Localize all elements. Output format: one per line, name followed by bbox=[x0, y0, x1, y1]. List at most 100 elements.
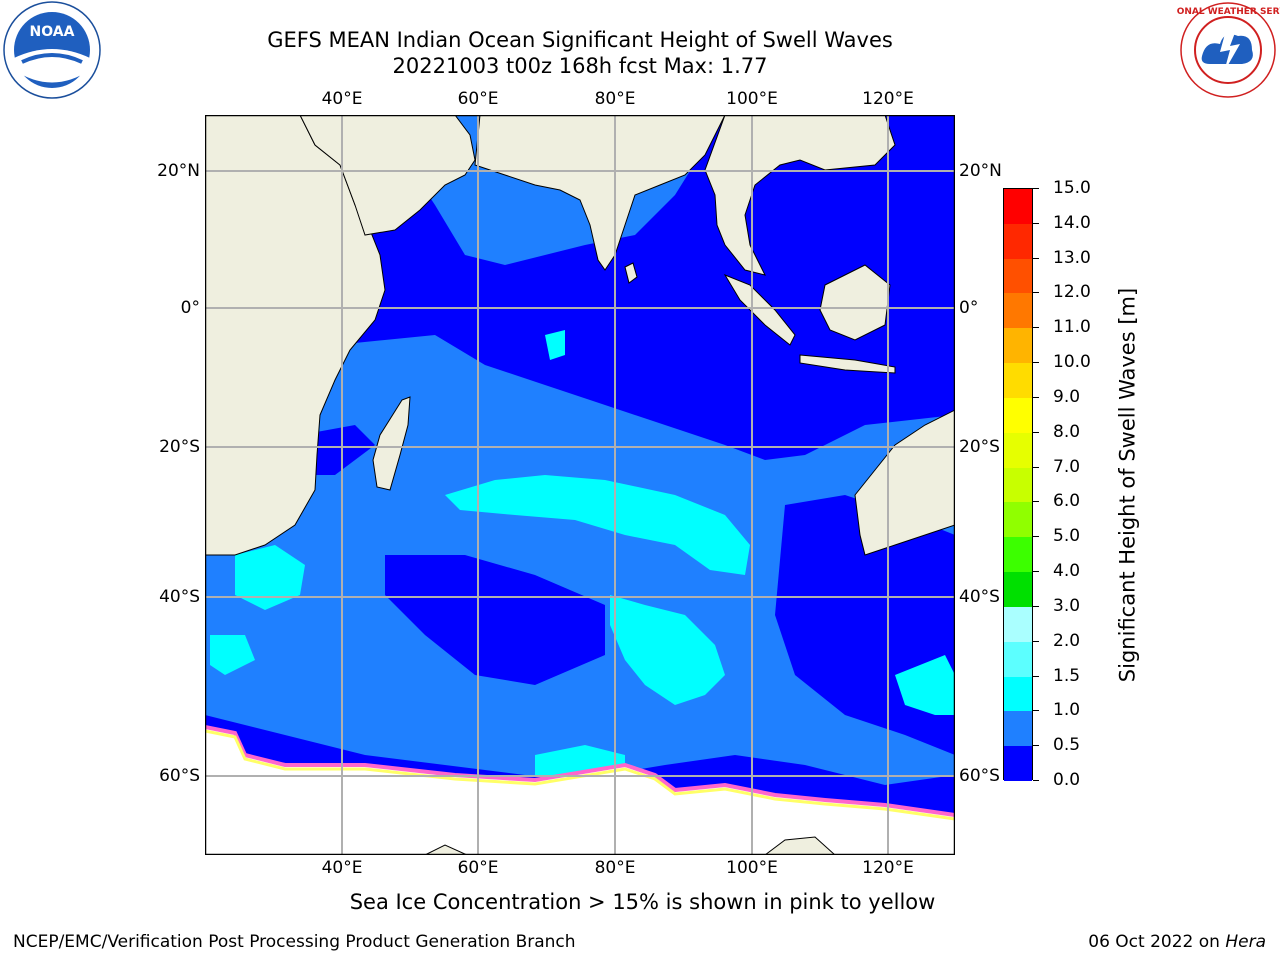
land-arabia bbox=[299, 115, 476, 236]
colorbar-tick-label: 0.0 bbox=[1053, 770, 1081, 790]
colorbar-tick bbox=[1033, 640, 1039, 642]
antarctic-white bbox=[205, 727, 955, 855]
colorbar-tick-label: 13.0 bbox=[1053, 247, 1091, 268]
colorbar-segment bbox=[1004, 676, 1032, 712]
colorbar-tick bbox=[1033, 222, 1039, 224]
colorbar-segment bbox=[1004, 189, 1032, 225]
colorbar-tick bbox=[1033, 536, 1039, 538]
graticule bbox=[205, 115, 955, 855]
lon-tick-top: 60°E bbox=[457, 89, 499, 109]
colorbar-tick bbox=[1033, 292, 1039, 294]
lat-tick-right: 60°S bbox=[959, 766, 1000, 786]
colorbar-tick bbox=[1033, 501, 1039, 503]
land-india bbox=[474, 115, 726, 271]
colorbar-tick bbox=[1033, 780, 1039, 781]
map-frame bbox=[204, 114, 956, 856]
ocean-low-swell bbox=[385, 555, 605, 685]
colorbar-segment bbox=[1004, 606, 1032, 643]
colorbar-segment bbox=[1004, 432, 1032, 469]
colorbar-segment bbox=[1004, 467, 1032, 503]
noaa-logo-icon: NOAA bbox=[3, 1, 101, 99]
colorbar-tick-label: 15.0 bbox=[1053, 178, 1091, 198]
colorbar-tick-label: 3.0 bbox=[1053, 595, 1081, 616]
colorbar-tick-label: 2.0 bbox=[1053, 630, 1081, 651]
ocean-high-swell bbox=[545, 330, 565, 360]
ocean-high-swell bbox=[235, 545, 305, 610]
swell-height-map bbox=[204, 114, 956, 856]
colorbar-segment bbox=[1004, 397, 1032, 434]
ocean-high-swell bbox=[445, 475, 750, 575]
colorbar-title: Significant Height of Swell Waves [m] bbox=[1115, 287, 1140, 683]
lon-tick-bottom: 60°E bbox=[457, 858, 499, 878]
colorbar-segment bbox=[1004, 293, 1032, 329]
colorbar-tick-label: 4.0 bbox=[1053, 561, 1081, 582]
lat-tick-right: 20°S bbox=[959, 437, 1000, 457]
lat-tick-left: 20°S bbox=[159, 437, 200, 457]
lon-tick-bottom: 80°E bbox=[594, 858, 636, 878]
colorbar-segment bbox=[1004, 223, 1032, 260]
credit-host: Hera bbox=[1225, 932, 1266, 952]
land-madagascar bbox=[372, 396, 411, 491]
colorbar-tick-label: 11.0 bbox=[1053, 317, 1091, 338]
colorbar-tick bbox=[1033, 745, 1039, 747]
nws-logo-icon: NATIONAL WEATHER SERVICE bbox=[1176, 2, 1280, 98]
colorbar-tick-label: 1.5 bbox=[1053, 665, 1081, 686]
lat-tick-right: 0° bbox=[959, 298, 979, 318]
colorbar-segment bbox=[1004, 363, 1032, 399]
credit-right: 06 Oct 2022 on Hera bbox=[1088, 932, 1266, 952]
ocean-low-swell bbox=[335, 115, 955, 460]
land-sri-lanka bbox=[624, 262, 638, 284]
colorbar-tick-label: 10.0 bbox=[1053, 352, 1091, 373]
sea-ice-note: Sea Ice Concentration > 15% is shown in … bbox=[349, 890, 936, 914]
lon-tick-top: 120°E bbox=[862, 89, 914, 109]
credit-left: NCEP/EMC/Verification Post Processing Pr… bbox=[13, 932, 576, 952]
colorbar-segment bbox=[1004, 572, 1032, 608]
colorbar-tick-label: 9.0 bbox=[1053, 386, 1081, 407]
lon-tick-top: 40°E bbox=[321, 89, 363, 109]
lat-tick-left: 20°N bbox=[157, 161, 200, 181]
colorbar-tick bbox=[1033, 362, 1039, 364]
colorbar-tick bbox=[1033, 188, 1039, 189]
lat-tick-left: 0° bbox=[180, 298, 200, 318]
colorbar-tick-label: 12.0 bbox=[1053, 282, 1091, 303]
colorbar-tick bbox=[1033, 327, 1039, 329]
ocean-high-swell bbox=[610, 595, 725, 705]
colorbar-tick-label: 14.0 bbox=[1053, 212, 1091, 233]
ocean-high-swell bbox=[210, 635, 255, 675]
colorbar-segment bbox=[1004, 537, 1032, 573]
colorbar-tick bbox=[1033, 710, 1039, 712]
lon-tick-top: 100°E bbox=[726, 89, 778, 109]
noaa-logo-text: NOAA bbox=[30, 24, 75, 40]
colorbar-tick bbox=[1033, 257, 1039, 259]
map-panel bbox=[204, 114, 956, 856]
sea-ice-edge-yellow bbox=[205, 729, 955, 821]
land-java bbox=[799, 354, 896, 374]
colorbar-tick bbox=[1033, 571, 1039, 573]
colorbar-segment bbox=[1004, 711, 1032, 747]
colorbar-tick-label: 7.0 bbox=[1053, 456, 1081, 477]
sea-ice-edge bbox=[205, 725, 955, 817]
colorbar-tick bbox=[1033, 466, 1039, 468]
colorbar-tick-label: 8.0 bbox=[1053, 421, 1081, 442]
ocean-high-swell bbox=[895, 655, 955, 715]
lon-tick-bottom: 100°E bbox=[726, 858, 778, 878]
colorbar-tick-label: 0.5 bbox=[1053, 735, 1081, 756]
credit-date: 06 Oct 2022 on bbox=[1088, 932, 1226, 952]
colorbar-tick bbox=[1033, 396, 1039, 398]
lat-tick-left: 40°S bbox=[159, 587, 200, 607]
lon-tick-bottom: 120°E bbox=[862, 858, 914, 878]
colorbar-segment bbox=[1004, 641, 1032, 678]
colorbar-segment bbox=[1004, 502, 1032, 538]
land-antarctica bbox=[764, 836, 836, 855]
lon-tick-bottom: 40°E bbox=[321, 858, 363, 878]
colorbar bbox=[1003, 188, 1033, 782]
colorbar-segment bbox=[1004, 258, 1032, 294]
colorbar-segment bbox=[1004, 328, 1032, 364]
land-borneo bbox=[819, 264, 891, 341]
colorbar-tick bbox=[1033, 605, 1039, 607]
lon-tick-top: 80°E bbox=[594, 89, 636, 109]
lat-tick-left: 60°S bbox=[159, 766, 200, 786]
lat-tick-right: 40°S bbox=[959, 587, 1000, 607]
colorbar-tick-label: 1.0 bbox=[1053, 700, 1081, 721]
map-subtitle: 20221003 t00z 168h fcst Max: 1.77 bbox=[392, 54, 768, 78]
